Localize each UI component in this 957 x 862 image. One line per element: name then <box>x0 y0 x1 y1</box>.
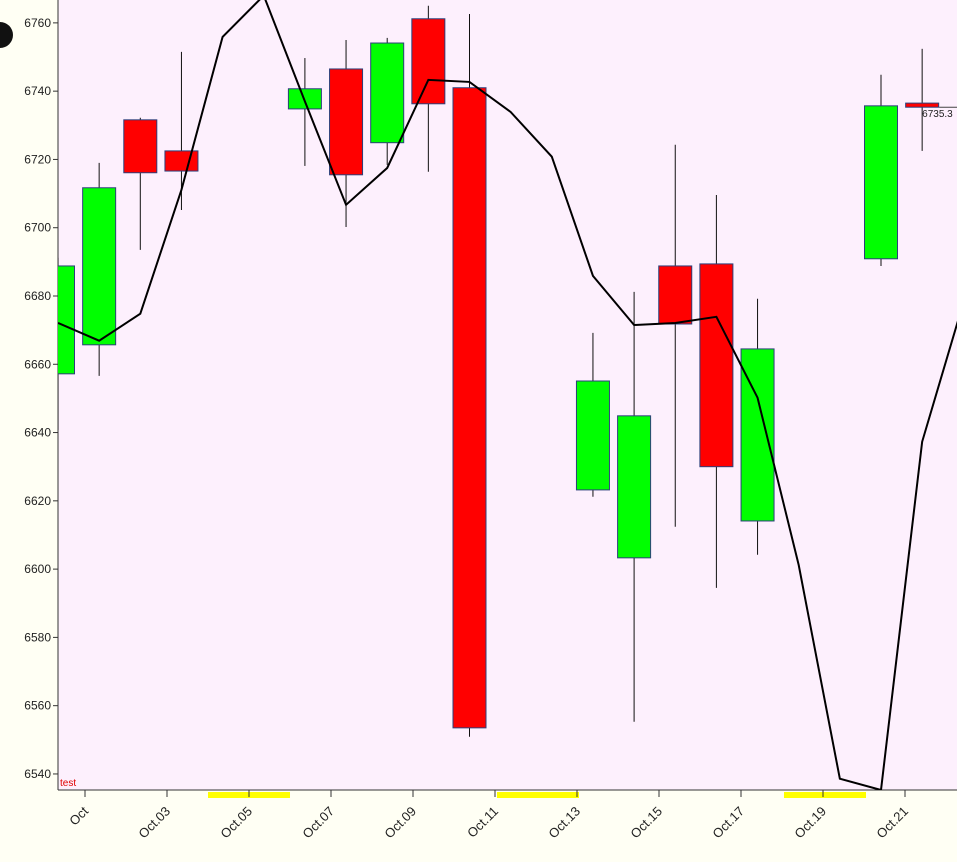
x-tick-label: Oct.05 <box>217 804 255 842</box>
y-tick-label: 6760 <box>24 16 51 30</box>
plot-background <box>58 0 957 790</box>
x-tick-label: Oct.17 <box>709 804 747 842</box>
y-tick-label: 6680 <box>24 289 51 303</box>
candle-body <box>58 265 75 375</box>
y-tick-label: 6580 <box>24 630 51 644</box>
y-tick-label: 6660 <box>24 357 51 371</box>
corner-handle <box>0 22 13 48</box>
y-tick-label: 6700 <box>24 221 51 235</box>
x-tick-label: Oct.13 <box>545 804 583 842</box>
x-tick-label: Oct.03 <box>135 804 173 842</box>
candle-body <box>123 119 158 174</box>
y-tick-label: 6540 <box>24 767 51 781</box>
plot-layer: 6735.3 <box>58 0 957 790</box>
candle-body <box>575 380 610 491</box>
candle-body <box>699 263 734 468</box>
candle-body <box>864 105 898 260</box>
last-price-label: 6735.3 <box>922 109 953 120</box>
weekend-marker <box>497 792 579 798</box>
weekend-marker <box>784 792 866 798</box>
candle-body <box>617 415 652 559</box>
y-tick-label: 6640 <box>24 426 51 440</box>
y-tick-label: 6740 <box>24 84 51 98</box>
x-tick-label: Oct.09 <box>381 804 419 842</box>
candle-body <box>370 42 405 144</box>
annotation: test <box>60 778 76 789</box>
candle-body <box>411 18 446 105</box>
candle-body <box>329 68 364 176</box>
x-tick-label: Oct <box>66 803 91 828</box>
y-tick-label: 6620 <box>24 494 51 508</box>
candle-body <box>658 265 693 325</box>
average-line <box>58 0 957 790</box>
x-tick-label: Oct.07 <box>299 804 337 842</box>
candle-body <box>452 87 487 729</box>
candle-body <box>164 150 199 172</box>
y-tick-label: 6600 <box>24 562 51 576</box>
y-tick-label: 6720 <box>24 152 51 166</box>
x-tick-label: Oct.21 <box>873 804 911 842</box>
candle-body <box>905 102 940 108</box>
candle-body <box>82 187 117 346</box>
x-tick-label: Oct.15 <box>627 804 665 842</box>
x-tick-label: Oct.11 <box>464 804 501 841</box>
x-tick-label: Oct.19 <box>791 804 829 842</box>
y-tick-label: 6560 <box>24 699 51 713</box>
